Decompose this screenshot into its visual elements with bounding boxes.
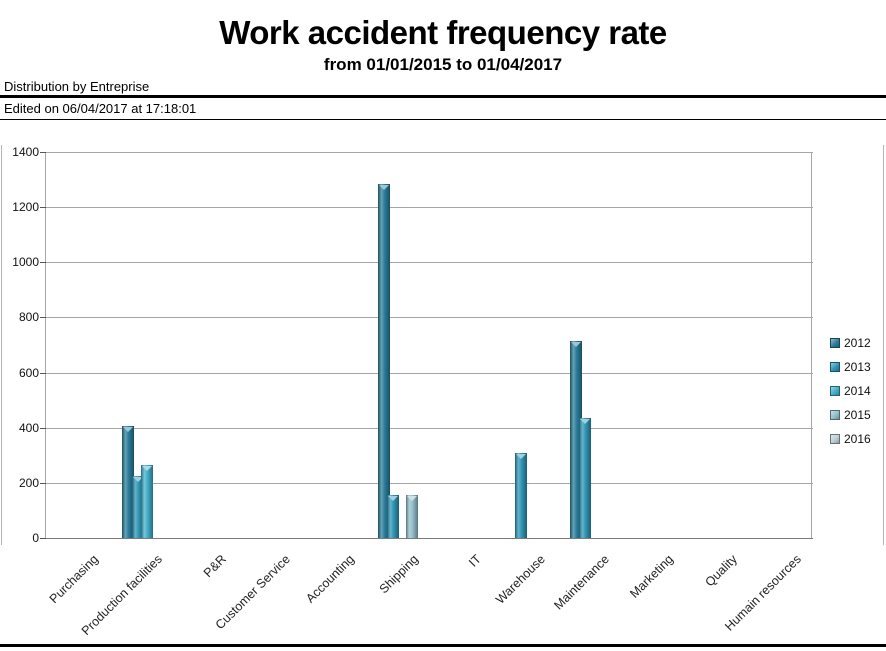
bar-cap	[516, 453, 527, 459]
bar-chart-plot-area: 0 200 400 600 800 1000 1200 1400 Purchasing Produ…	[12, 145, 813, 638]
legend-label: 2013	[844, 360, 871, 374]
separator-thick	[0, 95, 886, 98]
bar-cap	[570, 341, 581, 347]
y-axis-tick	[40, 262, 46, 264]
y-axis-label: 1400	[12, 145, 39, 159]
bar-cap	[132, 476, 143, 482]
y-axis-tick	[40, 317, 46, 319]
gridline	[46, 482, 813, 484]
y-axis-tick	[40, 427, 46, 429]
y-axis-label: 400	[18, 420, 39, 435]
bar-cap	[123, 427, 134, 433]
y-axis-tick	[40, 538, 46, 539]
legend-item-2016: 2016	[830, 432, 871, 446]
bar-cap	[141, 465, 152, 471]
chart-legend: 2012 2013 2014 2015 2016	[830, 336, 871, 456]
bar-2012-shipping	[378, 183, 391, 538]
bar-2013-production-facilities	[131, 475, 144, 538]
gridline	[46, 262, 813, 264]
legend-label: 2016	[844, 432, 871, 446]
y-axis-label: 200	[18, 475, 39, 490]
gridline	[46, 372, 813, 374]
y-axis-label: 800	[18, 310, 39, 325]
chart-frame	[1, 145, 884, 545]
legend-label: 2015	[844, 408, 871, 422]
legend-item-2014: 2014	[830, 384, 871, 398]
y-axis-label: 1000	[12, 255, 39, 270]
separator-thin	[0, 119, 886, 120]
bar-2012-production-facilities	[122, 426, 135, 538]
bar-2014-production-facilities	[140, 464, 153, 538]
legend-item-2013: 2013	[830, 360, 871, 374]
y-axis-tick	[40, 372, 46, 374]
y-axis-label: 0	[32, 531, 39, 545]
bar-cap	[579, 419, 590, 425]
bar-2013-warehouse	[515, 452, 528, 538]
legend-swatch-icon	[830, 410, 840, 420]
y-axis-tick	[40, 482, 46, 484]
separator-bottom	[0, 644, 886, 647]
bar-2013-maintenance	[578, 418, 591, 538]
distribution-label: Distribution by Entreprise	[4, 79, 150, 94]
y-axis-label: 600	[18, 365, 39, 380]
edited-timestamp: Edited on 06/04/2017 at 17:18:01	[4, 101, 197, 116]
legend-label: 2012	[844, 336, 871, 350]
y-axis-label: 1200	[12, 200, 39, 215]
gridline	[46, 152, 813, 153]
gridline	[46, 207, 813, 209]
legend-swatch-icon	[830, 434, 840, 444]
y-axis-tick	[40, 152, 46, 153]
bar-cap	[388, 496, 399, 502]
legend-label: 2014	[844, 384, 871, 398]
bar-2015-shipping	[405, 495, 418, 538]
gridline	[46, 317, 813, 319]
legend-swatch-icon	[830, 362, 840, 372]
legend-swatch-icon	[830, 386, 840, 396]
bar-cap	[379, 184, 390, 190]
page-subtitle: from 01/01/2015 to 01/04/2017	[323, 55, 563, 74]
y-axis-tick	[40, 207, 46, 209]
page-title: Work accident frequency rate	[219, 14, 667, 51]
legend-swatch-icon	[830, 338, 840, 348]
bar-2012-maintenance	[569, 340, 582, 538]
gridline	[46, 538, 813, 539]
bar-2013-shipping	[387, 495, 400, 538]
legend-item-2012: 2012	[830, 336, 871, 350]
gridline	[46, 427, 813, 429]
legend-item-2015: 2015	[830, 408, 871, 422]
bar-cap	[406, 496, 417, 502]
